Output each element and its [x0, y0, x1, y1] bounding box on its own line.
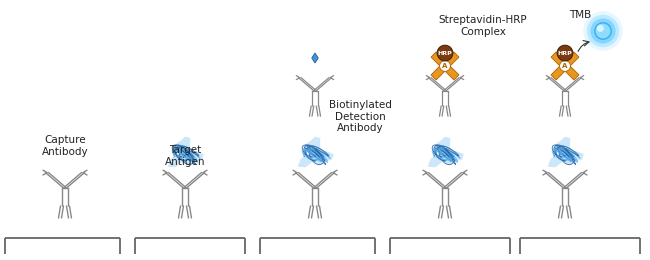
Text: TMB: TMB	[569, 10, 591, 20]
Text: Biotinylated
Detection
Antibody: Biotinylated Detection Antibody	[328, 100, 391, 133]
Circle shape	[595, 23, 611, 39]
Text: HRP: HRP	[558, 50, 573, 56]
Circle shape	[439, 61, 450, 72]
Circle shape	[560, 61, 571, 72]
Polygon shape	[431, 52, 448, 69]
Circle shape	[597, 25, 604, 32]
Polygon shape	[443, 52, 459, 69]
Text: Target
Antigen: Target Antigen	[164, 145, 205, 167]
Text: A: A	[442, 63, 448, 69]
Polygon shape	[312, 53, 318, 63]
Polygon shape	[547, 137, 584, 167]
Polygon shape	[562, 63, 579, 80]
Polygon shape	[442, 53, 448, 63]
Polygon shape	[551, 52, 567, 69]
Polygon shape	[168, 137, 204, 167]
Text: A: A	[562, 63, 567, 69]
Circle shape	[437, 45, 453, 61]
Polygon shape	[298, 137, 334, 167]
Polygon shape	[562, 53, 568, 63]
Polygon shape	[428, 137, 464, 167]
Circle shape	[594, 22, 612, 40]
Polygon shape	[551, 63, 567, 80]
Polygon shape	[443, 63, 459, 80]
Text: Streptavidin-HRP
Complex: Streptavidin-HRP Complex	[439, 15, 527, 37]
Circle shape	[557, 45, 573, 61]
Circle shape	[590, 18, 616, 44]
Circle shape	[583, 11, 623, 51]
Text: Capture
Antibody: Capture Antibody	[42, 135, 88, 157]
Polygon shape	[562, 52, 579, 69]
Circle shape	[587, 15, 619, 47]
Polygon shape	[431, 63, 448, 80]
Text: HRP: HRP	[437, 50, 452, 56]
